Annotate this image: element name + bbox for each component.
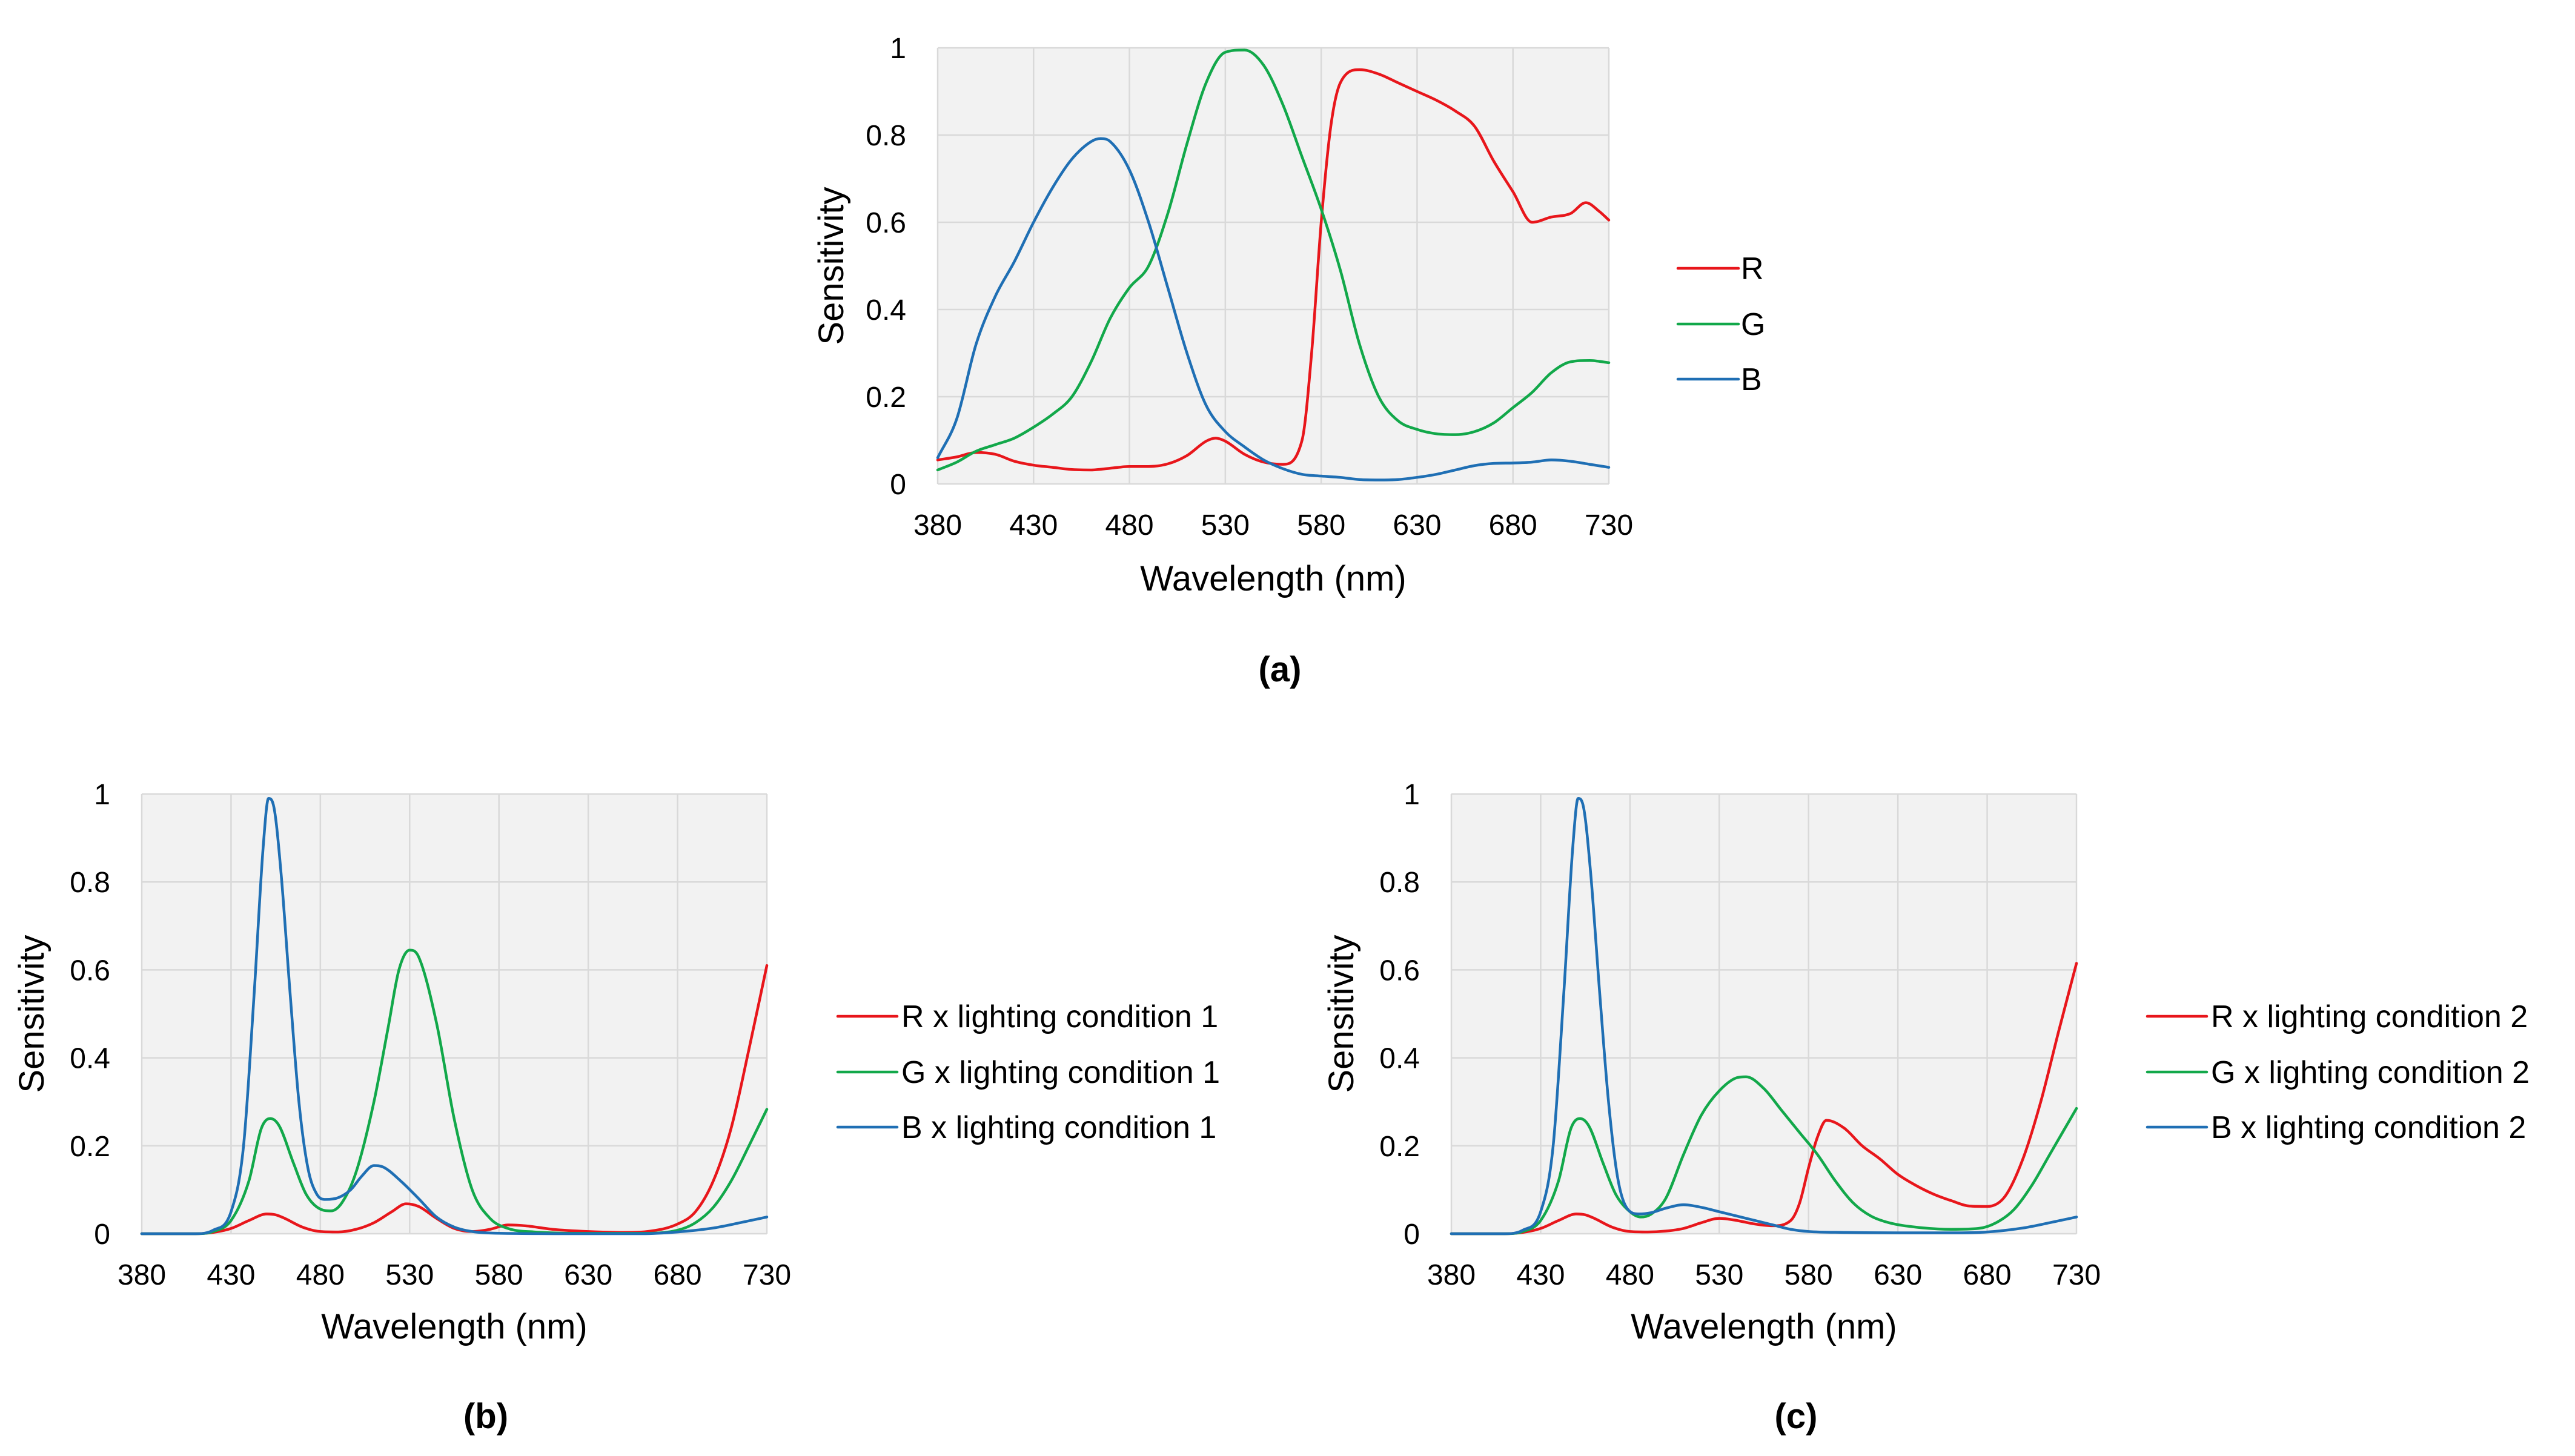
y-axis-title-c: Sensitivity bbox=[1322, 935, 1361, 1093]
series-line-g bbox=[936, 48, 1611, 472]
x-axis-title-b: Wavelength (nm) bbox=[321, 1307, 587, 1346]
y-tick-label: 1 bbox=[1403, 779, 1420, 811]
x-tick-labels-a: 380 430 480 530 580 630 680 730 bbox=[913, 509, 1633, 541]
x-tick-label: 380 bbox=[913, 509, 962, 541]
plot-area-c bbox=[1451, 794, 2076, 1234]
series-line-b bbox=[936, 137, 1611, 481]
y-tick-labels-a: 0 0.2 0.4 0.6 0.8 1 bbox=[866, 33, 906, 501]
y-tick-label: 0.2 bbox=[1379, 1131, 1420, 1163]
x-tick-label: 480 bbox=[1105, 509, 1154, 541]
legend-label-b-a: B bbox=[1741, 362, 1762, 397]
y-tick-label: 0 bbox=[94, 1219, 110, 1251]
legend-label-g-c: G x lighting condition 2 bbox=[2211, 1055, 2530, 1090]
series-line-b bbox=[140, 797, 769, 1236]
series-line-r bbox=[936, 68, 1611, 472]
y-axis-title-b: Sensitivity bbox=[12, 935, 51, 1093]
series-line-g bbox=[1450, 1075, 2078, 1236]
panel-a: 380 430 480 530 580 630 680 730 00.20.40.60.81 … bbox=[812, 33, 1765, 689]
legend-a: R G B bbox=[1676, 251, 1765, 397]
series-lines-b bbox=[140, 797, 769, 1236]
y-tick-label: 0.6 bbox=[866, 207, 906, 239]
y-tick-label: 0 bbox=[890, 469, 906, 501]
panel-c: 380 430 480 530 580 630 680 730 00.20.40.60.81 … bbox=[1322, 779, 2530, 1436]
legend-label-b-c: B x lighting condition 2 bbox=[2211, 1110, 2526, 1145]
x-tick-label: 630 bbox=[1393, 509, 1441, 541]
plot-area-a bbox=[938, 48, 1609, 484]
y-tick-labels-b: 0 0.2 0.4 0.6 0.8 1 bbox=[70, 779, 110, 1251]
y-axis-title-a: Sensitivity bbox=[812, 187, 851, 345]
x-axis-title-a: Wavelength (nm) bbox=[1140, 559, 1406, 598]
x-tick-label: 680 bbox=[654, 1259, 702, 1291]
x-tick-label: 430 bbox=[1516, 1259, 1565, 1291]
y-tick-label: 1 bbox=[890, 33, 906, 65]
caption-c: (c) bbox=[1775, 1397, 1818, 1436]
legend-label-g-b: G x lighting condition 1 bbox=[901, 1055, 1220, 1090]
x-tick-label: 480 bbox=[296, 1259, 345, 1291]
legend-label-r-b: R x lighting condition 1 bbox=[901, 999, 1218, 1034]
x-tick-label: 630 bbox=[564, 1259, 612, 1291]
x-tick-label: 380 bbox=[118, 1259, 166, 1291]
y-tick-labels-c: 0 0.2 0.4 0.6 0.8 1 bbox=[1379, 779, 1420, 1251]
y-tick-label: 0.4 bbox=[70, 1043, 110, 1075]
x-tick-label: 530 bbox=[385, 1259, 434, 1291]
series-lines-c bbox=[1450, 797, 2078, 1236]
x-tick-label: 430 bbox=[1009, 509, 1058, 541]
x-axis-title-c: Wavelength (nm) bbox=[1631, 1307, 1897, 1346]
x-tick-label: 630 bbox=[1874, 1259, 1922, 1291]
y-tick-label: 0.4 bbox=[1379, 1043, 1420, 1075]
panel-b: 380 430 480 530 580 630 680 730 00.20.40.60.81 … bbox=[12, 779, 1220, 1436]
x-tick-label: 680 bbox=[1963, 1259, 2012, 1291]
x-tick-label: 580 bbox=[1785, 1259, 1833, 1291]
x-tick-label: 480 bbox=[1606, 1259, 1654, 1291]
gridlines-a bbox=[936, 47, 1610, 485]
y-tick-label: 0 bbox=[1403, 1219, 1420, 1251]
series-line-r bbox=[1450, 962, 2078, 1236]
y-tick-label: 0.8 bbox=[866, 120, 906, 152]
y-tick-label: 0.8 bbox=[70, 867, 110, 899]
y-tick-label: 0.4 bbox=[866, 294, 906, 326]
legend-b: R x lighting condition 1 G x lighting co… bbox=[836, 999, 1220, 1145]
x-tick-label: 730 bbox=[743, 1259, 791, 1291]
x-tick-label: 680 bbox=[1489, 509, 1537, 541]
y-tick-label: 1 bbox=[94, 779, 110, 811]
x-tick-label: 580 bbox=[1297, 509, 1345, 541]
legend-label-g-a: G bbox=[1741, 307, 1765, 342]
x-tick-label: 430 bbox=[207, 1259, 255, 1291]
x-tick-label: 730 bbox=[2052, 1259, 2101, 1291]
y-tick-label: 0.2 bbox=[866, 382, 906, 414]
y-tick-label: 0.6 bbox=[70, 955, 110, 987]
x-tick-label: 580 bbox=[475, 1259, 523, 1291]
gridlines-c bbox=[1450, 793, 2078, 1235]
series-line-b bbox=[1450, 797, 2078, 1236]
x-tick-label: 530 bbox=[1201, 509, 1250, 541]
x-tick-labels-c: 380 430 480 530 580 630 680 730 bbox=[1427, 1259, 2101, 1291]
legend-label-r-a: R bbox=[1741, 251, 1764, 286]
x-tick-label: 380 bbox=[1427, 1259, 1476, 1291]
x-tick-label: 730 bbox=[1585, 509, 1633, 541]
x-tick-label: 530 bbox=[1695, 1259, 1743, 1291]
plot-area-b bbox=[142, 794, 767, 1234]
legend-label-b-b: B x lighting condition 1 bbox=[901, 1110, 1216, 1145]
y-tick-label: 0.6 bbox=[1379, 955, 1420, 987]
legend-label-r-c: R x lighting condition 2 bbox=[2211, 999, 2528, 1034]
caption-a: (a) bbox=[1259, 650, 1302, 689]
x-tick-labels-b: 380 430 480 530 580 630 680 730 bbox=[118, 1259, 791, 1291]
y-tick-label: 0.8 bbox=[1379, 867, 1420, 899]
y-tick-label: 0.2 bbox=[70, 1131, 110, 1163]
caption-b: (b) bbox=[463, 1397, 508, 1436]
legend-c: R x lighting condition 2 G x lighting co… bbox=[2146, 999, 2530, 1145]
series-lines-a bbox=[936, 48, 1611, 481]
